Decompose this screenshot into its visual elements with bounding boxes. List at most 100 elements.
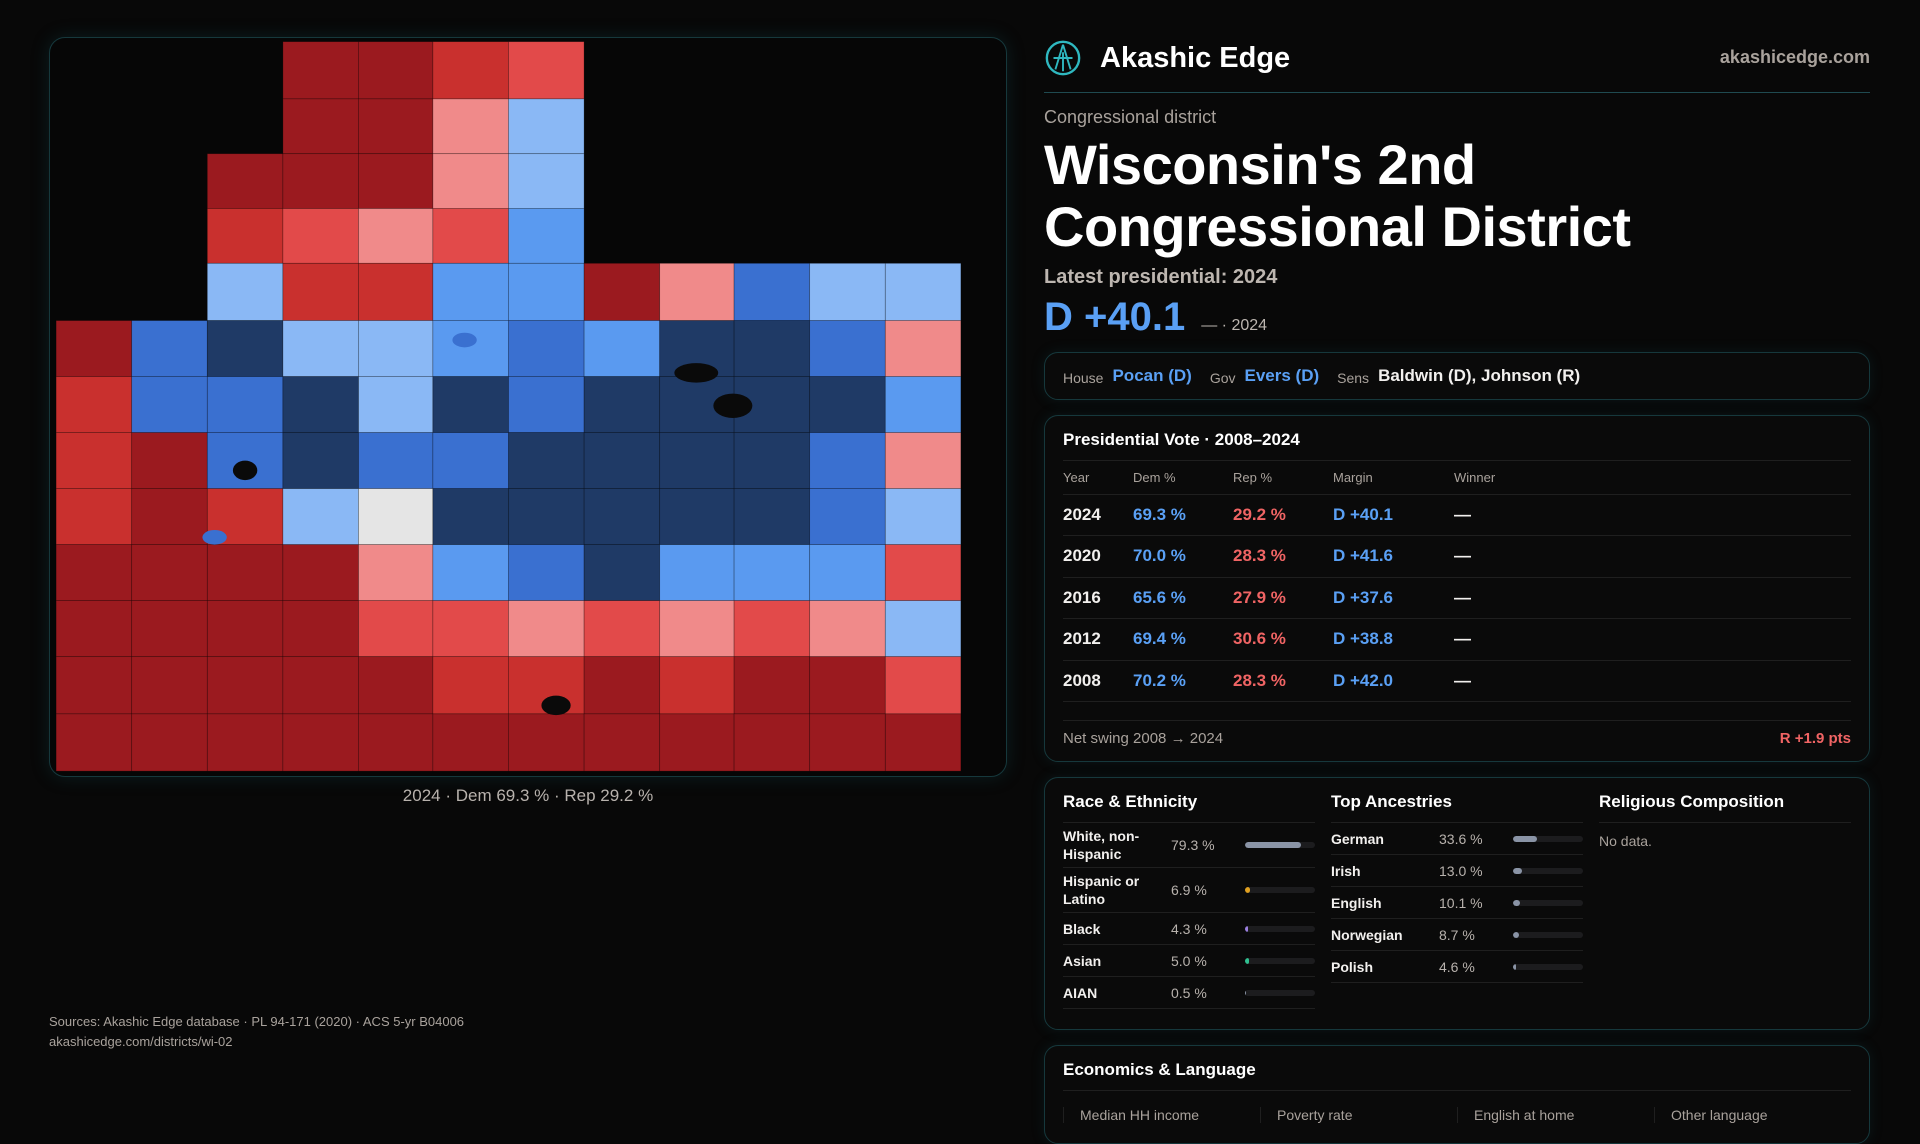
precinct-cell[interactable]	[432, 153, 509, 209]
precinct-cell[interactable]	[583, 376, 661, 433]
precinct-cell[interactable]	[432, 656, 509, 715]
precinct-cell[interactable]	[432, 376, 509, 433]
precinct-cell[interactable]	[55, 713, 133, 772]
precinct-cell[interactable]	[55, 320, 133, 377]
precinct-cell[interactable]	[583, 600, 661, 658]
precinct-cell[interactable]	[206, 153, 284, 209]
precinct-cell[interactable]	[508, 208, 585, 264]
precinct-cell[interactable]	[508, 98, 585, 155]
precinct-cell[interactable]	[55, 544, 133, 601]
precinct-cell[interactable]	[508, 544, 585, 601]
precinct-cell[interactable]	[432, 208, 509, 264]
precinct-cell[interactable]	[206, 208, 284, 264]
precinct-cell[interactable]	[432, 262, 509, 321]
precinct-cell[interactable]	[131, 656, 208, 715]
precinct-cell[interactable]	[809, 656, 886, 715]
precinct-cell[interactable]	[583, 713, 661, 772]
precinct-cell[interactable]	[131, 488, 208, 545]
precinct-cell[interactable]	[282, 544, 359, 601]
precinct-cell[interactable]	[131, 432, 208, 489]
precinct-cell[interactable]	[583, 544, 661, 601]
precinct-cell[interactable]	[358, 713, 434, 772]
precinct-cell[interactable]	[55, 600, 133, 658]
precinct-cell[interactable]	[809, 600, 886, 658]
precinct-cell[interactable]	[508, 41, 585, 100]
precinct-cell[interactable]	[432, 320, 509, 377]
precinct-cell[interactable]	[583, 262, 661, 321]
precinct-cell[interactable]	[809, 713, 886, 772]
precinct-cell[interactable]	[55, 488, 133, 545]
precinct-cell[interactable]	[432, 600, 509, 658]
precinct-cell[interactable]	[583, 320, 661, 377]
precinct-cell[interactable]	[583, 432, 661, 489]
precinct-cell[interactable]	[55, 432, 133, 489]
precinct-cell[interactable]	[55, 376, 133, 433]
official-house[interactable]: Pocan (D)	[1112, 366, 1192, 385]
precinct-cell[interactable]	[733, 544, 811, 601]
precinct-cell[interactable]	[659, 656, 735, 715]
precinct-cell[interactable]	[131, 713, 208, 772]
precinct-cell[interactable]	[733, 432, 811, 489]
precinct-cell[interactable]	[659, 262, 735, 321]
precinct-cell[interactable]	[508, 488, 585, 545]
precinct-cell[interactable]	[884, 488, 962, 545]
precinct-cell[interactable]	[432, 432, 509, 489]
precinct-cell[interactable]	[282, 320, 359, 377]
precinct-cell[interactable]	[659, 600, 735, 658]
precinct-cell[interactable]	[282, 600, 359, 658]
precinct-cell[interactable]	[884, 544, 962, 601]
precinct-cell[interactable]	[583, 488, 661, 545]
precinct-cell[interactable]	[358, 41, 434, 100]
district-url-link[interactable]: akashicedge.com/districts/wi-02	[49, 1034, 233, 1049]
precinct-cell[interactable]	[282, 656, 359, 715]
precinct-cell[interactable]	[206, 656, 284, 715]
precinct-cell[interactable]	[282, 41, 359, 100]
precinct-cell[interactable]	[282, 208, 359, 264]
precinct-cell[interactable]	[733, 320, 811, 377]
precinct-cell[interactable]	[508, 320, 585, 377]
precinct-cell[interactable]	[432, 41, 509, 100]
precinct-cell[interactable]	[884, 376, 962, 433]
precinct-cell[interactable]	[809, 376, 886, 433]
precinct-cell[interactable]	[432, 98, 509, 155]
precinct-cell[interactable]	[809, 432, 886, 489]
precinct-cell[interactable]	[432, 713, 509, 772]
precinct-cell[interactable]	[659, 544, 735, 601]
precinct-cell[interactable]	[282, 713, 359, 772]
precinct-cell[interactable]	[432, 544, 509, 601]
precinct-cell[interactable]	[583, 656, 661, 715]
official-governor[interactable]: Evers (D)	[1244, 366, 1320, 385]
precinct-cell[interactable]	[55, 656, 133, 715]
precinct-cell[interactable]	[733, 600, 811, 658]
precinct-cell[interactable]	[282, 432, 359, 489]
official-senators[interactable]: Baldwin (D), Johnson (R)	[1378, 366, 1581, 385]
precinct-cell[interactable]	[358, 98, 434, 155]
precinct-cell[interactable]	[659, 713, 735, 772]
precinct-cell[interactable]	[508, 376, 585, 433]
precinct-cell[interactable]	[358, 153, 434, 209]
precinct-cell[interactable]	[884, 600, 962, 658]
precinct-cell[interactable]	[884, 262, 962, 321]
precinct-cell[interactable]	[884, 432, 962, 489]
precinct-cell[interactable]	[282, 153, 359, 209]
precinct-cell[interactable]	[358, 432, 434, 489]
precinct-cell[interactable]	[358, 600, 434, 658]
precinct-cell[interactable]	[884, 320, 962, 377]
precinct-cell[interactable]	[809, 320, 886, 377]
precinct-cell[interactable]	[508, 600, 585, 658]
precinct-cell[interactable]	[206, 713, 284, 772]
precinct-cell[interactable]	[206, 376, 284, 433]
precinct-cell[interactable]	[508, 153, 585, 209]
precinct-cell[interactable]	[733, 656, 811, 715]
precinct-cell[interactable]	[131, 376, 208, 433]
precinct-cell[interactable]	[358, 488, 434, 545]
precinct-cell[interactable]	[282, 376, 359, 433]
precinct-cell[interactable]	[733, 713, 811, 772]
precinct-map[interactable]	[49, 37, 1007, 777]
precinct-cell[interactable]	[809, 488, 886, 545]
precinct-cell[interactable]	[659, 432, 735, 489]
precinct-cell[interactable]	[508, 262, 585, 321]
precinct-cell[interactable]	[131, 544, 208, 601]
precinct-cell[interactable]	[206, 600, 284, 658]
precinct-cell[interactable]	[432, 488, 509, 545]
